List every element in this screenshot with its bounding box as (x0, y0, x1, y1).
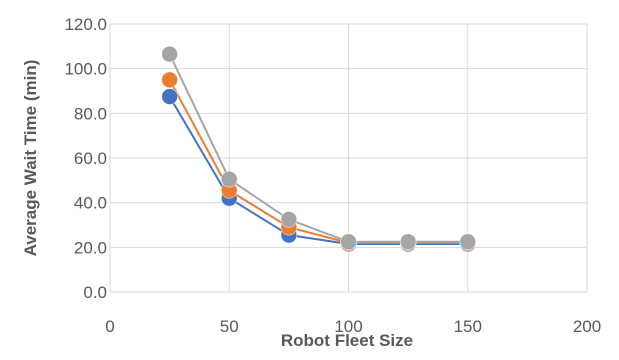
y-tick-label: 100.0 (64, 60, 107, 79)
series-3-point (221, 170, 238, 188)
x-tick-label: 50 (220, 317, 239, 336)
ticks-layer: 0.0 20.0 40.0 60.0 80.0 100.0 120.0 0 50 100 150 20… (64, 15, 601, 336)
series-2-line (168, 79, 468, 244)
series-3-point (340, 233, 357, 250)
y-tick-label: 60.0 (74, 149, 107, 168)
series-2-point (161, 71, 178, 89)
series-3-point (161, 45, 178, 63)
y-tick-label: 80.0 (74, 104, 107, 123)
y-axis-title: Average Wait Time (min) (21, 60, 40, 257)
series-3-point (399, 233, 417, 250)
y-tick-label: 40.0 (74, 194, 107, 213)
series-3-point (459, 233, 476, 250)
y-tick-label: 20.0 (74, 238, 107, 257)
y-tick-label: 0.0 (83, 283, 107, 302)
grid (109, 23, 588, 293)
series-1-line (168, 96, 468, 245)
series-3-point (280, 211, 298, 228)
x-tick-label: 100 (334, 317, 362, 336)
series-1-point (161, 88, 178, 105)
x-tick-label: 150 (454, 317, 482, 336)
series-layer (161, 45, 476, 253)
series-3-line (168, 53, 468, 243)
y-tick-label: 120.0 (64, 15, 107, 34)
x-tick-label: 200 (573, 317, 601, 336)
x-axis-title: Robot Fleet Size (281, 331, 413, 350)
x-tick-label: 0 (105, 317, 114, 336)
